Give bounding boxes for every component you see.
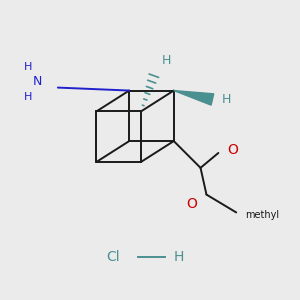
Text: H: H xyxy=(24,62,32,72)
Polygon shape xyxy=(174,91,214,105)
Text: methyl: methyl xyxy=(245,210,279,220)
Text: H: H xyxy=(162,54,171,67)
Text: O: O xyxy=(227,143,238,157)
Text: H: H xyxy=(221,93,231,106)
Text: N: N xyxy=(32,75,42,88)
Text: O: O xyxy=(187,196,198,211)
Text: H: H xyxy=(24,92,32,101)
Text: H: H xyxy=(174,250,184,264)
Text: Cl: Cl xyxy=(107,250,120,264)
